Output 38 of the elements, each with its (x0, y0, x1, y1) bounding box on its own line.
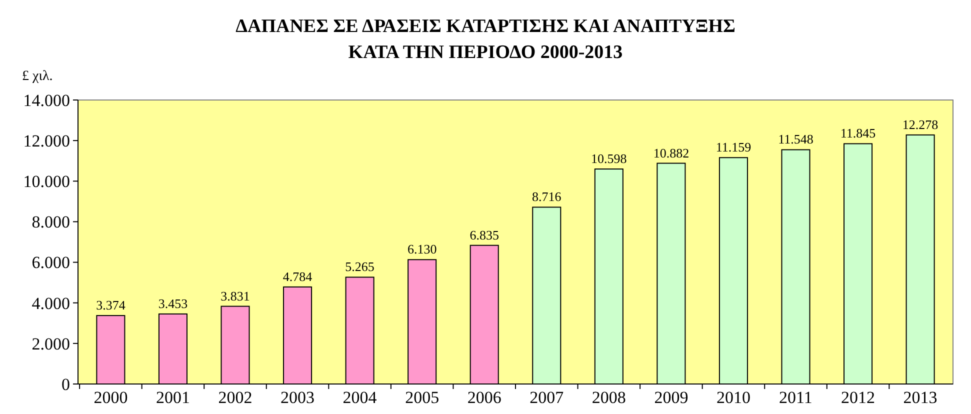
x-tick-label: 2001 (156, 388, 190, 407)
x-tick-label: 2007 (530, 388, 564, 407)
x-tick-label: 2012 (841, 388, 876, 407)
x-tick-label: 2000 (94, 388, 128, 407)
y-tick-label: 10.000 (23, 172, 70, 192)
data-label: 11.159 (716, 140, 752, 155)
x-tick-label: 2010 (716, 388, 750, 407)
x-tick-label: 2013 (903, 388, 938, 407)
data-label: 8.716 (532, 189, 562, 204)
data-label: 10.598 (591, 151, 627, 166)
x-tick-label: 2004 (342, 388, 378, 407)
y-axis-title: £ χιλ. (22, 69, 53, 84)
data-label: 6.130 (407, 242, 437, 257)
data-label: 10.882 (653, 145, 690, 160)
y-tick-label: 4.000 (32, 294, 70, 313)
chart-title: ΔΑΠΑΝΕΣ ΣΕ ΔΡΑΣΕΙΣ ΚΑΤΑΡΤΙΣΗΣ ΚΑΙ ΑΝΑΠΤΥΞΗΣ ΚΑΤΑ ΤΗΝ ΠΕΡΙΟΔΟ 2000-2013 (236, 16, 736, 63)
data-label: 11.548 (778, 132, 814, 147)
data-label: 11.845 (840, 126, 876, 141)
x-tick-label: 2008 (592, 388, 626, 407)
data-label: 3.374 (96, 298, 126, 313)
x-tick-label: 2011 (779, 388, 812, 407)
x-tick-label: 2002 (218, 388, 252, 407)
x-tick-label: 2005 (405, 388, 440, 407)
y-tick-label: 14.000 (23, 90, 70, 110)
y-tick-label: 8.000 (32, 212, 70, 232)
data-label: 12.278 (902, 116, 938, 132)
x-tick-label: 2006 (467, 388, 502, 407)
data-label: 3.453 (158, 296, 188, 311)
y-tick-label: 6.000 (32, 253, 70, 272)
data-label: 4.784 (282, 268, 313, 284)
x-tick-label: 2003 (280, 388, 315, 407)
data-label: 6.835 (470, 227, 499, 242)
y-tick-label: 0 (62, 374, 70, 394)
y-tick-label: 2.000 (32, 334, 70, 354)
data-label: 3.831 (220, 288, 250, 304)
data-label: 5.265 (345, 259, 374, 274)
x-tick-label: 2009 (654, 388, 688, 407)
y-tick-label: 12.000 (23, 132, 70, 151)
